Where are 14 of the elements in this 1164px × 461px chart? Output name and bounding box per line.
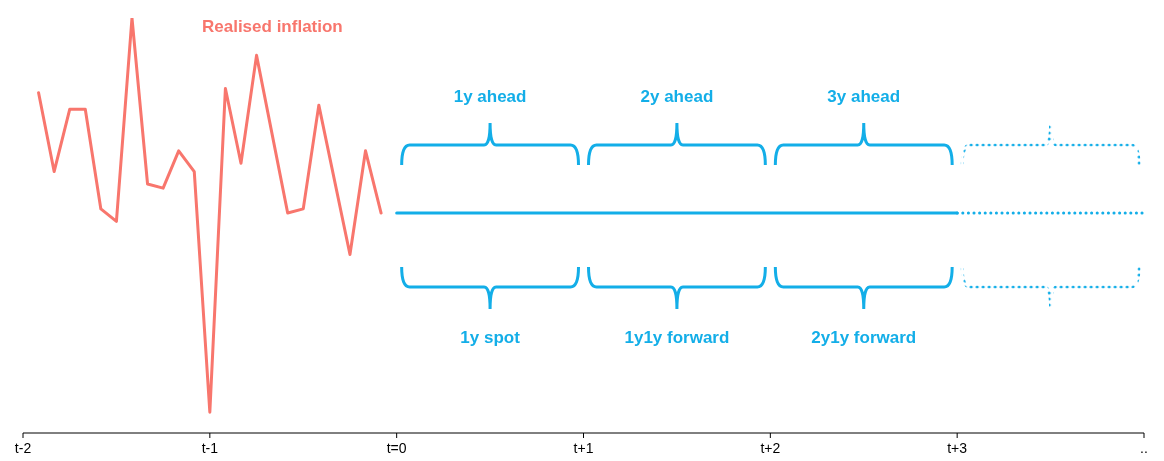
annotation: 1y1y forward <box>624 328 730 347</box>
x-tick-label: t-2 <box>14 440 32 456</box>
annotation: 1y spot <box>460 328 521 347</box>
annotation: 2y1y forward <box>811 328 917 347</box>
x-tick-label: .. <box>1140 440 1148 456</box>
x-tick-label: t+1 <box>573 440 594 456</box>
x-tick-label: t-1 <box>201 440 219 456</box>
x-tick-label: t+2 <box>760 440 781 456</box>
x-tick-label: t=0 <box>386 440 407 456</box>
annotation: 2y ahead <box>640 87 714 106</box>
x-tick-label: t+3 <box>947 440 968 456</box>
annotation: 1y ahead <box>453 87 527 106</box>
series-label: Realised inflation <box>201 17 343 36</box>
annotation: 3y ahead <box>827 87 901 106</box>
